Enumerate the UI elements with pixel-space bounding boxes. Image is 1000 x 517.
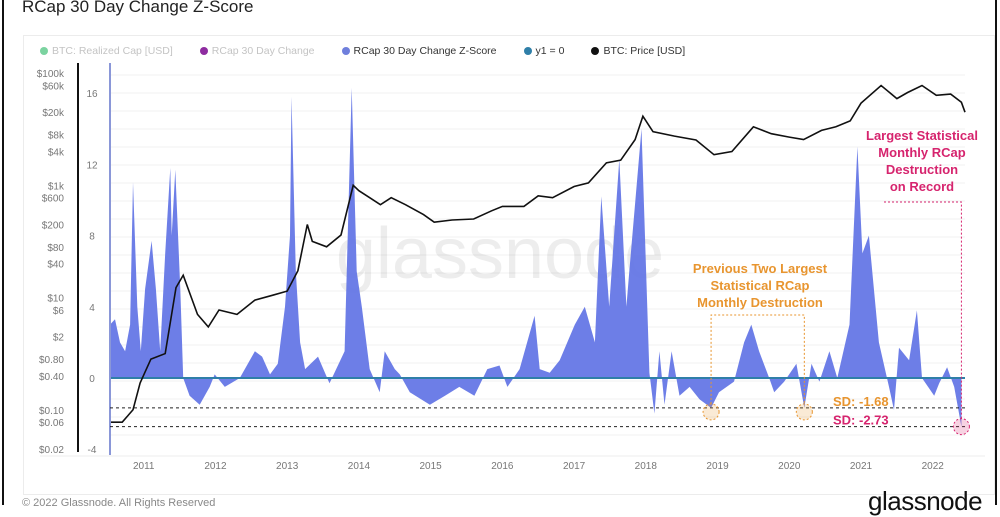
screenshot-frame (2, 0, 997, 505)
legend-item[interactable]: RCap 30 Day Change (199, 45, 315, 57)
price-tick-label: $80 (47, 243, 64, 254)
zscore-tick-label: 8 (89, 232, 95, 243)
x-tick-label: 2019 (706, 461, 729, 472)
price-tick-label: $60k (42, 81, 65, 92)
legend-dot-icon (341, 47, 350, 55)
legend-label: BTC: Price [USD] (603, 45, 686, 57)
x-tick-label: 2021 (850, 461, 873, 472)
axes (40, 63, 985, 457)
zscore-tick-label: 12 (86, 160, 98, 171)
orange-annotation-line: Monthly Destruction (697, 295, 823, 310)
legend-dot-icon (591, 47, 600, 55)
x-tick-label: 2014 (348, 461, 371, 472)
orange-annotation-line: Previous Two Largest (693, 261, 828, 276)
x-tick-label: 2018 (635, 461, 658, 472)
zscore-tick-label: 0 (89, 374, 95, 385)
legend-dot-icon (199, 47, 208, 55)
legend-dot-icon (40, 47, 48, 55)
page-title: RCap 30 Day Change Z-Score (22, 0, 254, 16)
zscore-tick-label: 4 (89, 303, 95, 314)
price-tick-label: $0.02 (39, 445, 64, 456)
zscore-tick-label: 16 (86, 89, 98, 100)
price-tick-label: $20k (42, 108, 65, 119)
watermark: glassnode (336, 214, 664, 294)
price-tick-label: $200 (42, 220, 65, 231)
highlight-circle (795, 403, 813, 421)
annotations: SD: -1.68 SD: -2.73 Previous Two Largest St… (110, 128, 978, 436)
price-tick-label: $0.40 (39, 372, 64, 383)
pink-annotation-line: Largest Statistical (866, 128, 978, 143)
zscore-tick-label: -4 (88, 445, 97, 456)
x-tick-label: 2015 (420, 461, 443, 472)
orange-bracket (710, 314, 805, 404)
x-tick-label: 2012 (204, 461, 227, 472)
chart-legend: BTC: Realized Cap [USD] RCap 30 Day Chang… (40, 45, 712, 57)
chart-svg: glassnode 2011 2012 2013 2014 2015 2016 2017 20… (37, 63, 985, 472)
highlight-circle (952, 418, 970, 436)
price-tick-label: $600 (42, 194, 65, 205)
tick-labels: 2011 2012 2013 2014 2015 2016 2017 2018 2019 2020… (37, 69, 945, 472)
price-tick-label: $0.80 (39, 355, 64, 366)
price-tick-label: $40 (47, 260, 64, 271)
zscore-area (110, 87, 962, 427)
price-tick-label: $4k (48, 147, 65, 158)
price-tick-label: $6 (53, 306, 65, 317)
x-tick-label: 2020 (778, 461, 801, 472)
x-tick-label: 2011 (133, 461, 155, 472)
pink-annotation-line: on Record (890, 179, 954, 194)
legend-item[interactable]: y1 = 0 (523, 45, 565, 57)
price-tick-label: $8k (48, 131, 65, 142)
highlight-circle (702, 403, 720, 421)
price-tick-label: $10 (47, 294, 64, 305)
x-tick-label: 2017 (563, 461, 586, 472)
legend-label: y1 = 0 (535, 45, 565, 57)
x-tick-label: 2013 (276, 461, 299, 472)
legend-label: RCap 30 Day Change (211, 45, 315, 57)
pink-annotation-line: Monthly RCap (878, 145, 965, 160)
legend-dot-icon (523, 47, 532, 55)
x-tick-label: 2022 (922, 461, 945, 472)
orange-annotation-line: Statistical RCap (711, 278, 810, 293)
copyright-footer: © 2022 Glassnode. All Rights Reserved (22, 497, 216, 509)
price-tick-label: $0.06 (39, 418, 64, 429)
legend-item[interactable]: BTC: Realized Cap [USD] (40, 45, 173, 57)
sd-1-68-label: SD: -1.68 (833, 394, 889, 409)
legend-item[interactable]: BTC: Price [USD] (591, 45, 685, 57)
sd-2-73-label: SD: -2.73 (833, 413, 889, 428)
x-tick-label: 2016 (491, 461, 514, 472)
chart-card (23, 35, 995, 495)
price-tick-label: $1k (48, 181, 65, 192)
price-tick-label: $100k (37, 69, 65, 80)
pink-bracket (884, 201, 962, 421)
legend-item[interactable]: RCap 30 Day Change Z-Score (341, 45, 497, 57)
legend-label: BTC: Realized Cap [USD] (52, 45, 173, 57)
price-tick-label: $0.10 (39, 406, 64, 417)
price-tick-label: $2 (53, 333, 65, 344)
legend-label: RCap 30 Day Change Z-Score (353, 45, 497, 57)
pink-annotation-line: Destruction (886, 162, 958, 177)
price-line (110, 84, 966, 423)
glassnode-logo: glassnode (868, 486, 983, 516)
